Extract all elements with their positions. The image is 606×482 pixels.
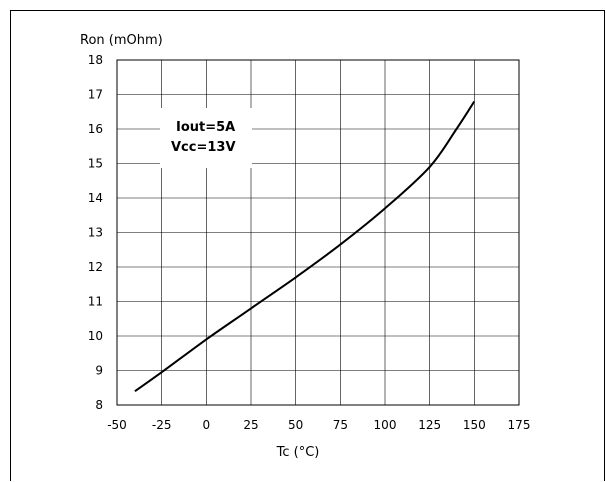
x-tick-label: 25: [243, 418, 258, 432]
y-tick-label: 13: [88, 226, 103, 240]
grid-lines: [117, 60, 519, 405]
x-tick-label: 50: [288, 418, 303, 432]
annotation-vcc: Vcc=13V: [171, 140, 236, 155]
ron-curve: [134, 100, 476, 393]
y-tick-label: 12: [88, 260, 103, 274]
x-tick-label: 75: [333, 418, 348, 432]
y-tick-label: 15: [88, 157, 103, 171]
x-tick-label: 100: [374, 418, 397, 432]
y-tick-label: 11: [88, 295, 103, 309]
y-tick-label: 18: [88, 53, 103, 67]
condition-annotation: Iout=5A Vcc=13V: [160, 108, 252, 168]
x-tick-label: -25: [152, 418, 172, 432]
y-axis-label: Ron (mOhm): [80, 33, 163, 48]
annotation-iout: Iout=5A: [176, 120, 235, 135]
plot-area: [116, 59, 520, 406]
y-tick-label: 10: [88, 329, 103, 343]
y-tick-label: 16: [88, 122, 103, 136]
x-axis-label: Tc (°C): [276, 445, 320, 460]
x-tick-label: 0: [203, 418, 211, 432]
y-tick-label: 14: [88, 191, 103, 205]
y-tick-label: 17: [88, 88, 103, 102]
figure-frame: [10, 10, 605, 481]
annotation-box: [160, 108, 252, 168]
tick-labels: -50 -25 0 25 50 75 100 125 150 175 8 9 10 11 12 13 14 15 1…: [88, 53, 531, 432]
x-tick-label: -50: [107, 418, 127, 432]
y-tick-label: 8: [95, 398, 103, 412]
x-tick-label: 125: [418, 418, 441, 432]
x-tick-label: 150: [463, 418, 486, 432]
y-tick-label: 9: [95, 364, 103, 378]
x-tick-label: 175: [508, 418, 531, 432]
